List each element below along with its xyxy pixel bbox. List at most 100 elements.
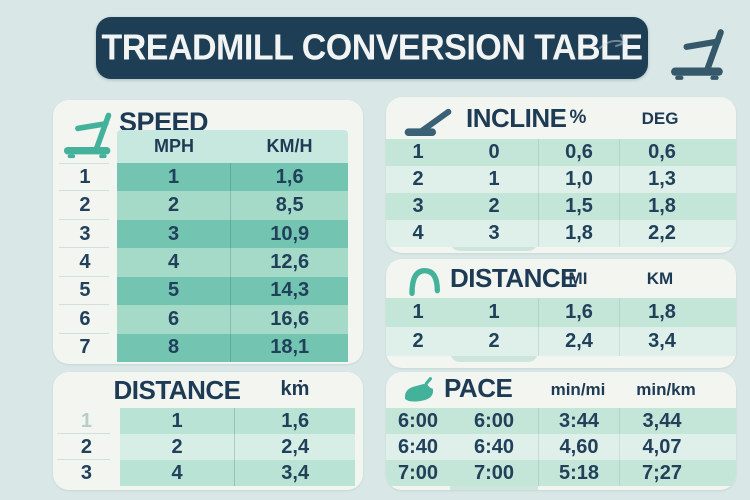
row-index: 4	[412, 222, 424, 244]
table-row: 6 6 16,6	[53, 305, 348, 334]
mph-cell: 5	[116, 276, 231, 306]
incline-cell: 1	[488, 168, 500, 190]
km-cell: 2,4	[234, 434, 356, 460]
table-row: 3 2 1,5 1,8	[386, 193, 736, 220]
table-row: 2 2 2,4 3,4	[386, 327, 736, 356]
kmh-cell: 8,5	[230, 191, 348, 220]
pace-icon	[404, 377, 434, 402]
min-mi-cell: 5:18	[538, 460, 619, 486]
table-row: 6:40 6:40 4,60 4,07	[386, 434, 736, 460]
mi-cell: 2,4	[538, 327, 619, 356]
kmh-cell: 12,6	[230, 248, 348, 277]
mph-cell: 2	[116, 191, 231, 220]
pace-title: PACE	[444, 373, 513, 403]
distance-mi-title: DISTANCE	[450, 263, 577, 293]
row-index: 2	[412, 330, 424, 352]
column-header-percent: %	[569, 107, 587, 128]
row-index: 3	[412, 195, 424, 217]
table-row: 2 2 2,4	[53, 434, 356, 460]
table-row: 2 2 8,5	[53, 191, 348, 221]
page-title: TREADMILL CONVERSION TABLE	[101, 27, 643, 68]
row-index: 2	[53, 191, 117, 221]
deg-cell: 2,2	[619, 220, 704, 247]
distance-mi-table-body: 1 1 1,6 1,8 2 2 2,4 3,4	[386, 298, 736, 356]
value-cell: 1	[488, 301, 500, 323]
pace-table-body: 6:00 6:00 3:44 3,44 6:40 6:40 4,60 4,07 7:00 7:…	[386, 408, 736, 486]
column-header-min-km: min/km	[636, 380, 696, 399]
percent-cell: 0,6	[538, 139, 619, 166]
distance-km-panel: DISTANCE kṁ 1 1 1,6 2 2 2,4 3 4 3,4	[53, 372, 363, 490]
table-row: 1 1 1,6	[53, 163, 348, 192]
min-mi-cell: 4,60	[538, 434, 619, 460]
table-row: 1 1 1,6	[53, 408, 356, 434]
kmh-cell: 16,6	[230, 305, 348, 334]
pace-cell: 6:00	[473, 409, 515, 432]
distance-mi-panel: DISTANCE MI KM 1 1 1,6 1,8 2 2 2,4 3,4	[386, 259, 736, 368]
row-index: 1	[412, 301, 424, 323]
kmh-cell: 10,9	[230, 219, 348, 249]
column-header-min-mi: min/mi	[550, 380, 606, 399]
row-index: 6:40	[397, 435, 439, 458]
incline-table-body: 1 0 0,6 0,6 2 1 1,0 1,3 3 2 1,5 1,8 4 3 1,8 2,2	[386, 139, 736, 247]
row-index: 1	[53, 163, 117, 192]
row-index: 7	[79, 336, 91, 359]
table-row: 3 4 3,4	[53, 460, 356, 486]
mph-cell: 1	[116, 163, 231, 192]
row-index: 1	[412, 141, 424, 163]
row-index: 3	[53, 220, 117, 249]
row-index: 1	[53, 408, 120, 434]
table-row: 6:00 6:00 3:44 3,44	[386, 408, 736, 434]
table-row: 4 4 12,6	[53, 248, 348, 278]
deg-cell: 1,3	[619, 166, 704, 193]
incline-cell: 3	[488, 222, 500, 244]
distance-km-table-body: 1 1 1,6 2 2 2,4 3 4 3,4	[53, 408, 356, 486]
mph-cell: 4	[116, 248, 231, 277]
value-cell: 2	[119, 434, 235, 460]
table-row: 1 1 1,6 1,8	[386, 298, 736, 327]
pace-cell: 7:00	[473, 461, 515, 484]
treadmill-icon	[671, 29, 724, 80]
value-cell: 1	[119, 408, 235, 434]
mph-cell: 6	[116, 305, 231, 334]
mi-cell: 1,6	[538, 298, 619, 327]
row-index: 6	[53, 305, 117, 334]
km-cell: 1,6	[234, 408, 356, 434]
percent-cell: 1,5	[538, 193, 619, 220]
min-km-cell: 7;27	[619, 460, 704, 486]
row-index: 3	[80, 461, 92, 484]
km-cell: 3,4	[619, 327, 704, 356]
table-row: 2 1 1,0 1,3	[386, 166, 736, 193]
column-header-deg: DEG	[641, 109, 679, 128]
row-index: 7:00	[397, 461, 439, 484]
sketch-arrow-icon	[599, 34, 626, 49]
column-header-mi: MI	[568, 269, 588, 288]
distance-km-title: DISTANCE	[113, 375, 241, 405]
pace-panel: PACE min/mi min/km 6:00 6:00 3:44 3,44 6:40…	[386, 372, 736, 490]
percent-cell: 1,0	[538, 166, 619, 193]
min-km-cell: 4,07	[619, 434, 704, 460]
incline-cell: 0	[488, 141, 500, 163]
column-header-kmh: KM/H	[266, 136, 313, 156]
percent-cell: 1,8	[538, 220, 619, 247]
value-cell: 4	[119, 460, 235, 486]
incline-cell: 2	[488, 195, 500, 217]
table-row: 7 8 18,1	[53, 333, 348, 362]
table-row: 3 3 10,9	[53, 219, 348, 249]
mph-cell: 3	[116, 219, 231, 249]
column-header-mph: MPH	[154, 136, 194, 156]
table-row: 1 0 0,6 0,6	[386, 139, 736, 166]
speed-table-body: 1 1 1,6 2 2 8,5 3 3 10,9 4 4 12,6 5 5 14,3 6 6 16,6 …	[53, 163, 348, 362]
treadmill-icon	[63, 112, 112, 159]
pace-cell: 6:40	[473, 435, 515, 458]
kmh-cell: 1,6	[230, 163, 348, 192]
mph-cell: 8	[116, 333, 231, 362]
column-header-km: KM	[646, 269, 674, 288]
kmh-cell: 14,3	[230, 276, 348, 306]
row-index: 5	[53, 277, 117, 306]
km-cell: 1,8	[619, 298, 704, 327]
table-row: 5 5 14,3	[53, 276, 348, 306]
incline-title: INCLINE	[466, 103, 567, 133]
row-index: 2	[53, 434, 120, 460]
table-row: 7:00 7:00 5:18 7;27	[386, 460, 736, 486]
